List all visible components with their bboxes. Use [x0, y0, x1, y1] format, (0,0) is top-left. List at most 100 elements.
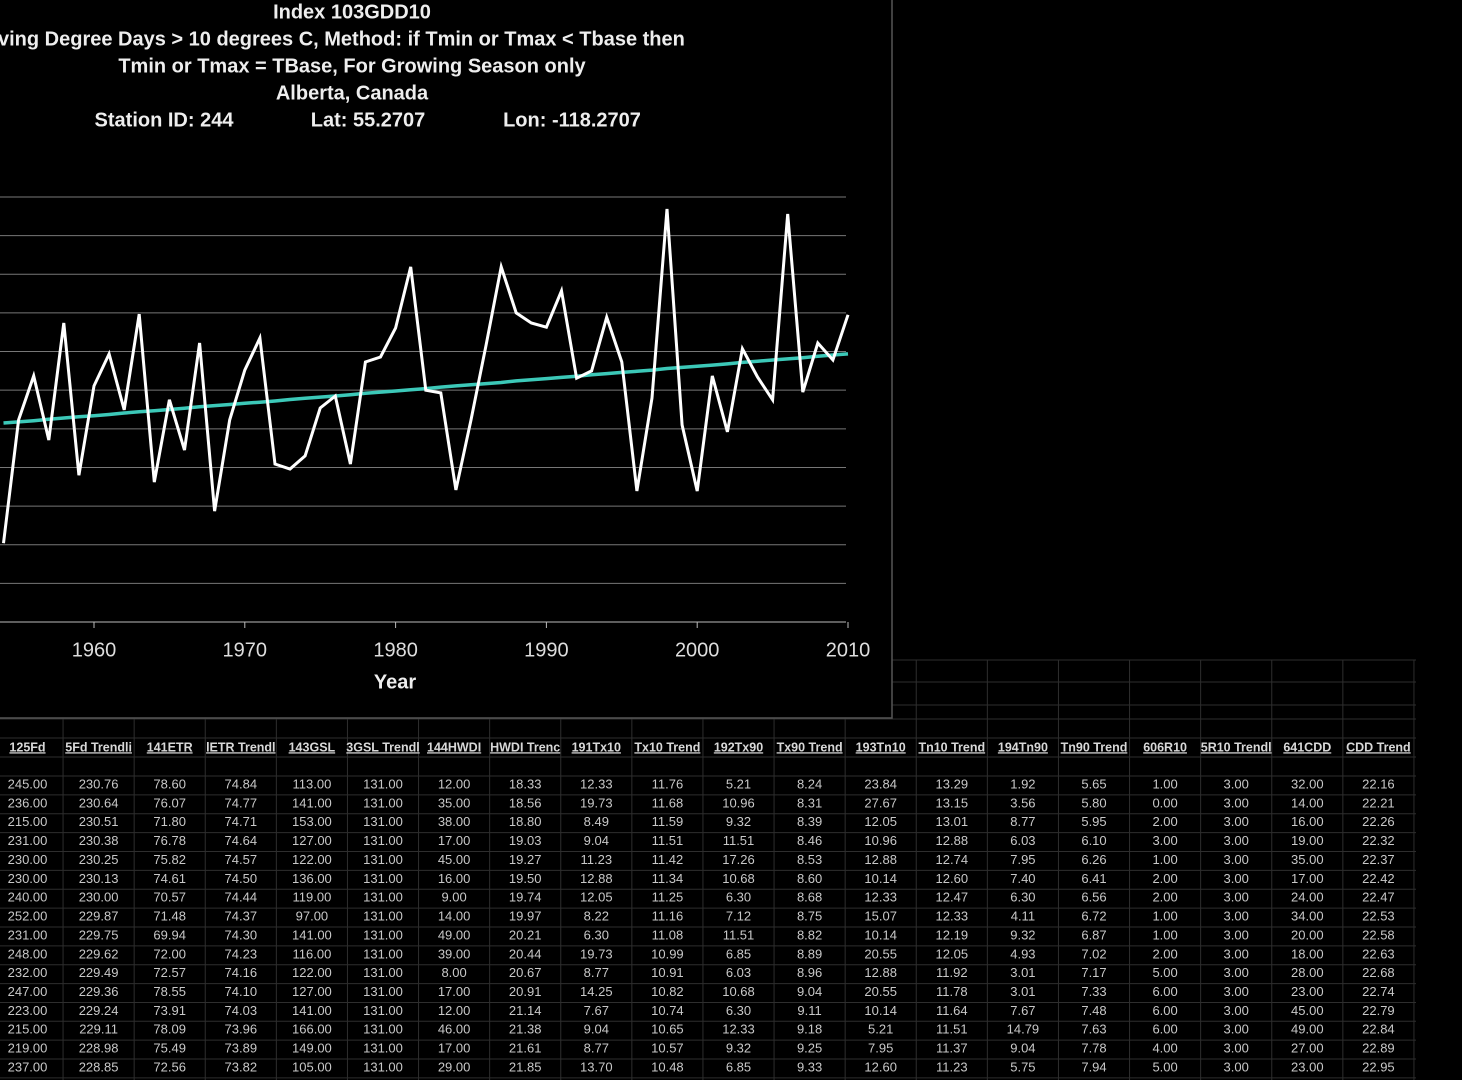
- cell: 22.58: [1362, 927, 1395, 942]
- cell: 219.00: [8, 1041, 48, 1056]
- cell: 6.10: [1081, 833, 1106, 848]
- cell: 228.98: [79, 1041, 119, 1056]
- cell: 35.00: [1291, 852, 1324, 867]
- cell: 78.60: [153, 776, 186, 791]
- cell: 5.21: [868, 1022, 893, 1037]
- cell: 6.56: [1081, 890, 1106, 905]
- cell: 45.00: [1291, 1003, 1324, 1018]
- cell: 12.74: [936, 852, 969, 867]
- cell: 19.00: [1291, 833, 1324, 848]
- cell: 6.00: [1152, 1022, 1177, 1037]
- column-header: 191Tx10: [572, 740, 621, 754]
- station-id: Station ID: 244: [95, 109, 235, 131]
- cell: 74.64: [225, 833, 258, 848]
- cell: 12.00: [438, 1003, 471, 1018]
- cell: 131.00: [363, 890, 403, 905]
- cell: 3.00: [1224, 984, 1249, 999]
- chart-background: [0, 0, 893, 719]
- cell: 34.00: [1291, 909, 1324, 924]
- cell: 3.00: [1224, 965, 1249, 980]
- cell: 3.00: [1224, 946, 1249, 961]
- cell: 3.00: [1152, 833, 1177, 848]
- cell: 245.00: [8, 776, 48, 791]
- cell: 32.00: [1291, 776, 1324, 791]
- cell: 8.49: [584, 814, 609, 829]
- cell: 75.49: [153, 1041, 186, 1056]
- cell: 131.00: [363, 965, 403, 980]
- cell: 8.22: [584, 909, 609, 924]
- cell: 131.00: [363, 776, 403, 791]
- cell: 1.00: [1152, 776, 1177, 791]
- column-header: Tn90 Trend: [1061, 740, 1128, 754]
- cell: 20.21: [509, 927, 542, 942]
- cell: 153.00: [292, 814, 332, 829]
- x-tick-label: 1970: [223, 639, 268, 661]
- column-header: lETR Trendl: [206, 740, 275, 754]
- cell: 19.50: [509, 871, 542, 886]
- cell: 45.00: [438, 852, 471, 867]
- cell: 3.56: [1010, 795, 1035, 810]
- cell: 18.00: [1291, 946, 1324, 961]
- cell: 11.37: [936, 1041, 968, 1056]
- cell: 229.87: [79, 909, 119, 924]
- cell: 17.26: [722, 852, 755, 867]
- cell: 76.78: [153, 833, 186, 848]
- cell: 21.38: [509, 1022, 542, 1037]
- cell: 12.05: [864, 814, 897, 829]
- cell: 19.73: [580, 946, 613, 961]
- cell: 131.00: [363, 1059, 403, 1074]
- cell: 3.00: [1224, 852, 1249, 867]
- cell: 230.00: [8, 871, 48, 886]
- cell: 12.19: [936, 927, 969, 942]
- cell: 74.57: [225, 852, 258, 867]
- cell: 22.79: [1362, 1003, 1395, 1018]
- cell: 74.37: [225, 909, 258, 924]
- cell: 23.00: [1291, 1059, 1324, 1074]
- cell: 20.55: [864, 984, 897, 999]
- spreadsheet: 125Fd 5Fd Trendli 141ETR lETR Trendl 143GSL 3…: [0, 659, 1416, 1080]
- cell: 11.68: [652, 795, 684, 810]
- cell: 141.00: [292, 927, 332, 942]
- cell: 22.68: [1362, 965, 1395, 980]
- cell: 131.00: [363, 946, 403, 961]
- cell: 9.32: [726, 814, 751, 829]
- cell: 46.00: [438, 1022, 471, 1037]
- cell: 12.88: [864, 852, 897, 867]
- cell: 11.34: [652, 871, 684, 886]
- x-axis-label: Year: [374, 671, 416, 693]
- cell: 6.72: [1081, 909, 1106, 924]
- cell: 9.04: [584, 1022, 609, 1037]
- cell: 131.00: [363, 795, 403, 810]
- cell: 14.00: [1291, 795, 1324, 810]
- cell: 39.00: [438, 946, 471, 961]
- cell: 7.40: [1010, 871, 1035, 886]
- cell: 10.14: [864, 1003, 897, 1018]
- cell: 6.00: [1152, 1003, 1177, 1018]
- chart-title: Index 103GDD10: [273, 1, 431, 23]
- cell: 1.00: [1152, 927, 1177, 942]
- cell: 229.75: [79, 927, 119, 942]
- cell: 73.96: [225, 1022, 258, 1037]
- cell: 2.00: [1152, 814, 1177, 829]
- cell: 11.51: [652, 833, 684, 848]
- cell: 8.00: [441, 965, 466, 980]
- cell: 10.14: [864, 927, 897, 942]
- cell: 131.00: [363, 984, 403, 999]
- cell: 1.00: [1152, 909, 1177, 924]
- cell: 13.29: [936, 776, 969, 791]
- cell: 166.00: [292, 1022, 332, 1037]
- cell: 8.77: [584, 1041, 609, 1056]
- cell: 8.24: [797, 776, 822, 791]
- cell: 24.00: [1291, 890, 1324, 905]
- cell: 17.00: [438, 833, 471, 848]
- cell: 8.77: [1010, 814, 1035, 829]
- cell: 4.11: [1011, 909, 1035, 924]
- cell: 8.31: [797, 795, 822, 810]
- cell: 22.21: [1362, 795, 1395, 810]
- cell: 35.00: [438, 795, 471, 810]
- cell: 127.00: [292, 984, 332, 999]
- cell: 74.77: [225, 795, 258, 810]
- column-header: Tn10 Trend: [918, 740, 985, 754]
- column-header: 192Tx90: [714, 740, 763, 754]
- column-header: 125Fd: [9, 740, 45, 754]
